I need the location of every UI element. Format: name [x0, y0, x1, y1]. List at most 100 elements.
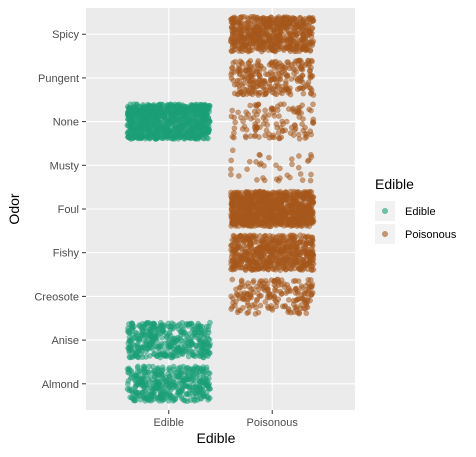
data-point — [229, 242, 236, 248]
data-point — [147, 328, 153, 335]
data-point — [260, 84, 267, 91]
data-point — [299, 202, 306, 209]
data-point — [260, 285, 266, 292]
data-point — [281, 284, 288, 291]
data-point — [300, 46, 306, 52]
data-point — [198, 366, 205, 372]
data-point — [232, 246, 238, 253]
data-point — [254, 68, 261, 75]
data-point — [170, 396, 177, 402]
data-point — [274, 45, 281, 51]
data-point — [266, 154, 272, 161]
data-point — [275, 177, 282, 184]
data-point — [137, 393, 143, 399]
data-point — [206, 370, 213, 377]
data-point — [152, 117, 158, 124]
data-point — [237, 233, 243, 239]
data-point — [152, 343, 159, 349]
data-point — [199, 379, 206, 385]
data-point — [239, 126, 246, 132]
data-point — [171, 114, 177, 121]
data-point — [181, 397, 187, 404]
data-point — [205, 353, 211, 359]
data-point — [158, 340, 165, 347]
data-point — [246, 283, 252, 290]
data-point — [190, 372, 197, 379]
data-point — [271, 293, 278, 300]
data-point — [287, 191, 293, 198]
data-point — [166, 365, 173, 371]
data-point — [262, 239, 269, 246]
data-point — [239, 48, 245, 55]
data-point — [170, 381, 177, 388]
data-point — [243, 134, 249, 141]
data-point — [142, 388, 149, 394]
data-point — [130, 115, 136, 121]
data-point — [178, 329, 185, 336]
data-point — [246, 211, 253, 218]
data-point — [276, 264, 282, 271]
data-point — [273, 91, 280, 98]
data-point — [254, 102, 260, 109]
data-point — [273, 121, 280, 127]
data-point — [168, 386, 174, 393]
data-point — [276, 135, 282, 142]
data-point — [146, 127, 152, 133]
data-point — [244, 291, 251, 297]
data-point — [260, 201, 266, 208]
data-point — [245, 30, 252, 36]
data-point — [275, 282, 282, 288]
data-point — [161, 346, 168, 352]
data-point — [231, 39, 237, 45]
y-tick-label-pungent: Pungent — [38, 73, 79, 85]
data-point — [176, 114, 183, 120]
data-point — [235, 109, 241, 116]
data-point — [296, 23, 302, 30]
data-point — [179, 319, 185, 326]
data-point — [302, 216, 308, 222]
y-axis-title: Odor — [6, 193, 22, 224]
data-point — [299, 102, 306, 108]
data-point — [277, 36, 284, 43]
data-point — [288, 156, 295, 162]
data-point — [307, 47, 314, 53]
legend-label-edible: Edible — [405, 206, 436, 218]
data-point — [151, 320, 158, 327]
data-point — [266, 134, 273, 141]
data-point — [294, 78, 301, 84]
data-point — [131, 342, 138, 349]
data-point — [231, 81, 238, 88]
data-point — [166, 130, 173, 136]
legend-label-poisonous: Poisonous — [405, 229, 457, 241]
data-point — [204, 393, 211, 400]
data-point — [182, 337, 189, 344]
data-point — [198, 395, 205, 402]
data-point — [128, 387, 135, 393]
data-point — [301, 290, 308, 297]
data-point — [203, 135, 210, 141]
data-point — [175, 344, 181, 351]
data-point — [258, 34, 264, 41]
data-point — [305, 62, 312, 69]
data-point — [294, 290, 301, 297]
data-point — [302, 211, 308, 218]
data-point — [163, 352, 169, 358]
y-tick-label-spicy: Spicy — [52, 29, 79, 41]
data-point — [278, 202, 285, 208]
data-point — [261, 177, 268, 184]
data-point — [254, 118, 261, 124]
legend-swatch-poisonous — [382, 230, 389, 237]
data-point — [136, 323, 143, 330]
data-point — [294, 86, 301, 92]
data-point — [242, 68, 248, 74]
data-point — [238, 59, 245, 66]
data-point — [134, 364, 141, 371]
data-point — [251, 108, 258, 115]
data-point — [255, 92, 262, 98]
data-point — [293, 43, 300, 50]
data-point — [137, 134, 144, 140]
data-point — [306, 106, 312, 113]
data-point — [253, 304, 259, 311]
data-point — [237, 193, 244, 200]
